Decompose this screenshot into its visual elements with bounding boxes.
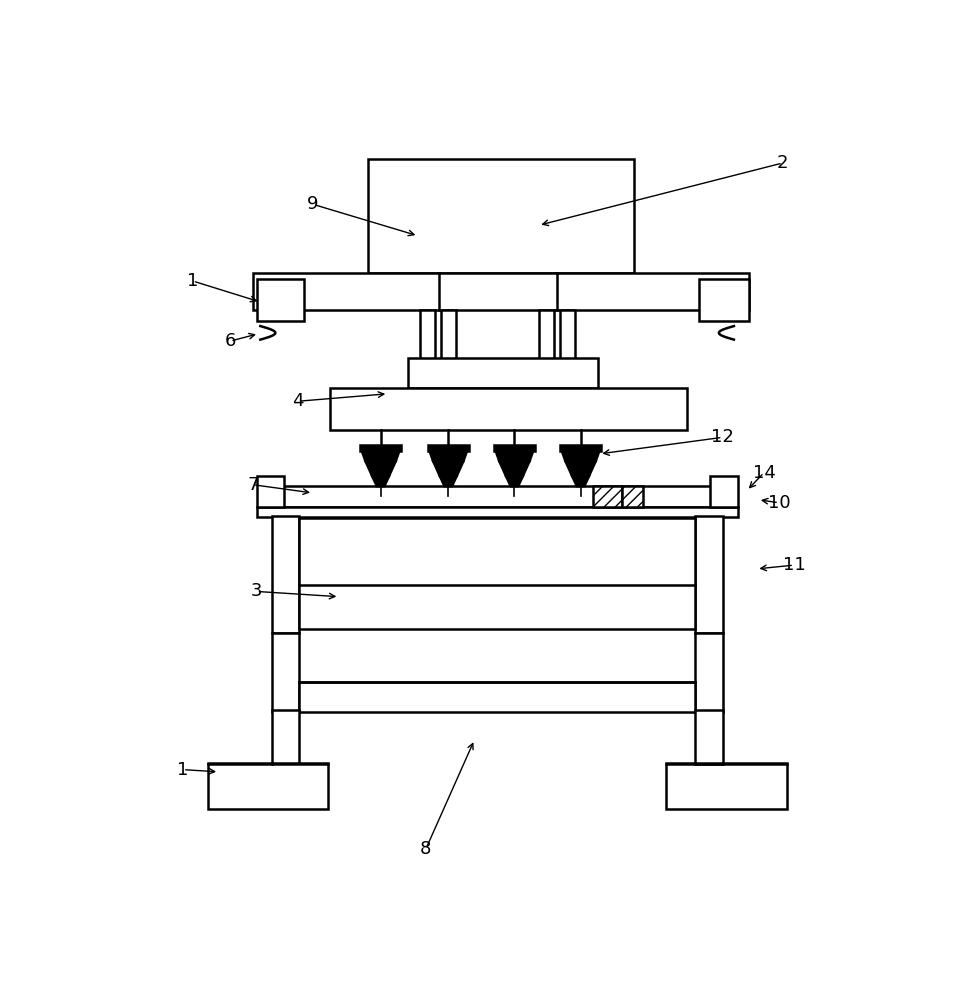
Text: 3: 3 (251, 582, 262, 600)
Bar (427, 445, 468, 451)
Polygon shape (372, 476, 389, 486)
Polygon shape (495, 451, 533, 461)
Bar (593, 486, 621, 507)
Bar (299, 518, 694, 629)
Bar (694, 633, 722, 712)
Text: 12: 12 (710, 428, 734, 446)
Text: 14: 14 (752, 464, 774, 482)
Text: 1: 1 (187, 272, 198, 290)
Bar (621, 486, 642, 507)
Polygon shape (506, 476, 522, 486)
Bar (440, 310, 455, 359)
Bar (299, 682, 694, 712)
Text: 2: 2 (776, 154, 788, 172)
Text: 8: 8 (420, 840, 431, 858)
Bar (709, 476, 736, 507)
Bar (694, 710, 722, 764)
Bar (560, 445, 600, 451)
Polygon shape (361, 451, 399, 461)
Bar (271, 633, 299, 712)
Bar (329, 388, 686, 430)
Bar (253, 273, 748, 310)
Polygon shape (365, 461, 395, 476)
Text: 4: 4 (292, 392, 303, 410)
Bar (420, 310, 435, 359)
Polygon shape (433, 461, 463, 476)
Bar (694, 516, 722, 633)
Text: 10: 10 (766, 494, 790, 512)
Bar (359, 445, 400, 451)
Bar (271, 710, 299, 764)
Bar (559, 310, 574, 359)
Bar (256, 279, 303, 321)
Text: 11: 11 (782, 556, 804, 574)
Bar (493, 445, 534, 451)
Bar (207, 763, 328, 809)
Polygon shape (561, 451, 599, 461)
Bar (283, 486, 710, 507)
Polygon shape (440, 476, 456, 486)
Bar (698, 279, 748, 321)
Bar (256, 507, 736, 517)
Polygon shape (499, 461, 529, 476)
Bar (408, 358, 597, 388)
Bar (256, 476, 284, 507)
Text: 1: 1 (177, 761, 188, 779)
Bar (271, 516, 299, 633)
Polygon shape (429, 451, 466, 461)
Bar (539, 310, 553, 359)
Bar (666, 763, 786, 809)
Text: 9: 9 (307, 195, 319, 213)
Text: 6: 6 (225, 332, 235, 350)
Bar (367, 159, 634, 273)
Polygon shape (572, 476, 588, 486)
Text: 7: 7 (247, 476, 259, 494)
Polygon shape (565, 461, 595, 476)
